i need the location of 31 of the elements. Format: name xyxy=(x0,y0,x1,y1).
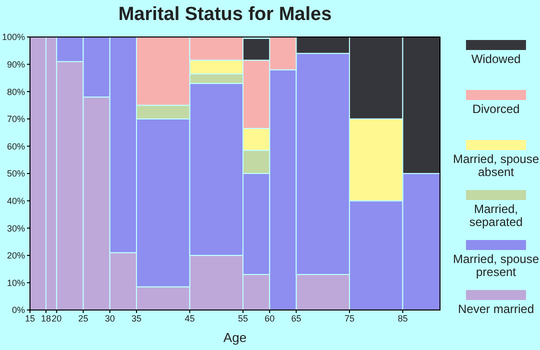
y-tick-label: 100% xyxy=(2,32,25,42)
y-tick-label: 30% xyxy=(6,223,25,234)
y-tick-label: 10% xyxy=(6,278,25,288)
legend-label: Widowed xyxy=(470,52,522,66)
y-tick-label: 50% xyxy=(6,168,25,179)
x-tick-label: 15 xyxy=(24,313,36,324)
y-tick-label: 80% xyxy=(6,86,25,97)
x-tick-label: 85 xyxy=(398,313,408,324)
x-tick-label: 25 xyxy=(78,313,88,324)
x-tick-label: 35 xyxy=(131,313,142,324)
y-tick-label: 0% xyxy=(12,305,25,316)
x-axis-title: Age xyxy=(223,330,247,345)
y-tick-label: 60% xyxy=(6,141,25,152)
legend-label: Never married xyxy=(456,302,536,316)
legend-label: Married, spouse absent xyxy=(452,152,540,179)
x-tick-label: 20 xyxy=(52,313,62,324)
x-tick-label: 30 xyxy=(104,313,115,324)
y-tick-label: 40% xyxy=(6,196,25,206)
x-tick-label: 55 xyxy=(238,313,248,324)
x-tick-label: 45 xyxy=(184,313,195,324)
legend-label: Married, separated xyxy=(468,202,524,229)
y-tick-label: 20% xyxy=(6,250,25,261)
series-label: Married, spouse present xyxy=(452,252,540,279)
legend-label: Divorced xyxy=(471,102,521,116)
x-tick-label: 60 xyxy=(264,313,275,324)
chart-title: Marital Status for Males xyxy=(117,4,333,26)
y-tick-label: 70% xyxy=(6,114,25,124)
x-tick-label: 65 xyxy=(291,313,302,324)
x-tick-label: 75 xyxy=(344,313,354,324)
x-tick-label: 18 xyxy=(40,313,51,324)
y-tick-label: 90% xyxy=(6,59,25,70)
